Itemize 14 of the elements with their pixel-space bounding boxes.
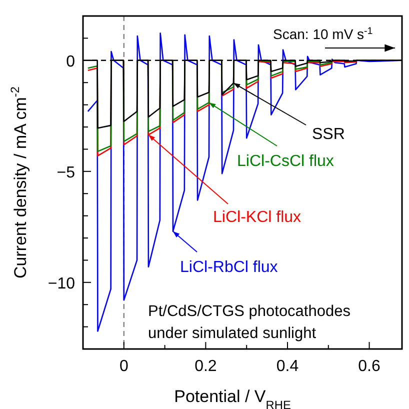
legend-label: LiCl-RbCl flux [180, 259, 278, 276]
annotation: Pt/CdS/CTGS photocathodes under simulated sunlight [148, 303, 351, 342]
text: SSR [312, 126, 345, 143]
x-tick-label: 0.2 [194, 358, 217, 375]
text: LiCl-CsCl flux [237, 153, 334, 170]
text: LiCl-KCl flux [213, 209, 302, 226]
annotation: Scan: 10 mV s$^{-1}$ [273, 26, 373, 42]
x-tick-label: 0.4 [276, 358, 299, 375]
y-tick-label: −5 [56, 164, 76, 182]
y-tick-label: −10 [48, 275, 76, 292]
x-axis-title: Potential / V$_{RHE}$ [174, 387, 291, 409]
x-tick-label: 0 [119, 358, 128, 375]
y-tick-label: 0 [66, 53, 76, 70]
x-tick-label: 0.6 [358, 358, 380, 375]
